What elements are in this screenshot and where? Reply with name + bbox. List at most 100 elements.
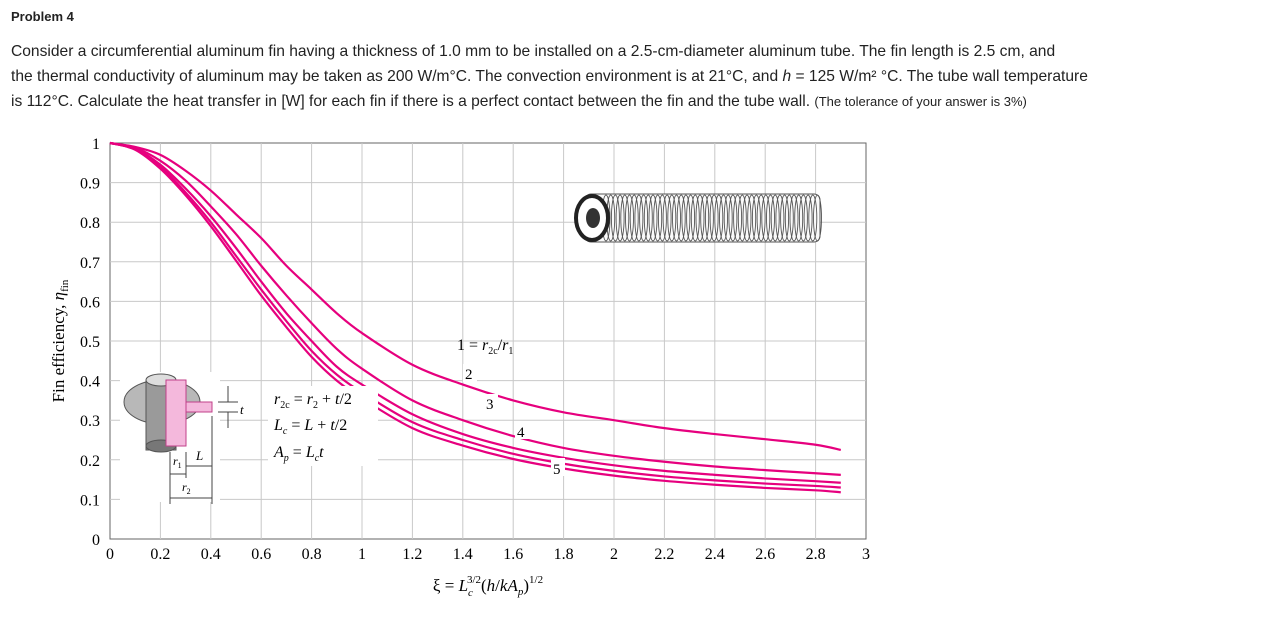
x-axis-h: h — [487, 576, 496, 595]
fin-ring — [676, 194, 686, 242]
x-tick-label: 1.2 — [402, 546, 422, 563]
curve-label-5-bg — [551, 458, 565, 476]
curve-label-5: 5 — [553, 462, 561, 478]
fin-ring — [723, 194, 733, 242]
x-tick-label: 2.2 — [654, 546, 674, 563]
formula-Lc-L2: L — [303, 417, 313, 434]
x-tick-label: 0 — [106, 546, 114, 563]
fin-ring — [672, 194, 681, 242]
formula-r2c-r: r — [274, 391, 281, 408]
fin-ring — [662, 194, 672, 242]
fin-ring — [780, 194, 790, 242]
problem-line-3: is 112°C. Calculate the heat transfer in… — [11, 93, 815, 110]
fin-ring — [751, 194, 761, 242]
formula-Ap-c: c — [315, 453, 320, 464]
grid — [110, 143, 866, 539]
curve-label-2: 2 — [465, 367, 473, 383]
curve-label-r2c: r — [482, 337, 489, 354]
fin-ring — [610, 194, 620, 242]
x-axis-32-sup: 3/2 — [467, 574, 481, 586]
formula-Lc-L: L — [273, 417, 283, 434]
formula-Ap: Ap = Lct — [273, 444, 324, 464]
fin-ring — [709, 194, 719, 242]
fin-ring — [813, 194, 822, 242]
fin-ring — [784, 194, 794, 242]
formula-Ap-A: A — [273, 444, 284, 461]
dim-label-t: t — [240, 402, 244, 417]
y-tick-label: 0.9 — [80, 176, 100, 193]
dim-label-r1: r1 — [173, 454, 182, 470]
problem-line-1: Consider a circumferential aluminum fin … — [11, 43, 1056, 60]
fin-ring — [634, 194, 644, 242]
x-axis-p-sub: p — [517, 586, 524, 598]
curve-series-1 — [109, 141, 842, 451]
curve-label-4: 4 — [517, 425, 525, 441]
fin-ring — [733, 194, 743, 242]
x-tick-label: 0.4 — [201, 546, 221, 563]
curve-label-1-sub: 1 — [508, 346, 513, 357]
x-tick-label: 3 — [862, 546, 870, 563]
fin-ring — [747, 194, 757, 242]
problem-h-symbol: h — [782, 68, 792, 85]
fin-ring — [643, 194, 653, 242]
x-axis-label: ξ = Lc3/2(h/kAp)1/2 — [433, 574, 543, 599]
y-tick-label: 0.1 — [80, 492, 100, 509]
fin-ring — [803, 194, 813, 242]
fin-ring — [794, 194, 804, 242]
x-axis-c-sub: c — [468, 587, 473, 599]
y-tick-label: 0.2 — [80, 453, 100, 470]
fin-ring — [620, 194, 630, 242]
formula-Lc-t: t — [330, 417, 335, 434]
formula-r2c-sub: 2c — [280, 400, 290, 411]
fin-ring — [667, 194, 677, 242]
curve-label-slash: / — [498, 337, 503, 354]
x-tick-label: 1.6 — [503, 546, 523, 563]
fin-ring — [714, 194, 724, 242]
fin-ring — [789, 194, 799, 242]
x-axis-slash: / — [495, 576, 500, 595]
problem-heading: Problem 4 — [11, 9, 74, 24]
curve-label-1-text: 1 = — [457, 337, 482, 354]
formula-Ap-L: L — [305, 444, 315, 461]
fin-ring — [625, 194, 634, 242]
fin-ring — [766, 194, 775, 242]
formula-Lc-half: /2 — [335, 417, 347, 434]
dim-label-L: L — [195, 448, 203, 463]
x-tick-label: 0.2 — [150, 546, 170, 563]
curve-series-2 — [109, 141, 841, 476]
x-tick-label: 0.8 — [302, 546, 322, 563]
problem-line-2a: the thermal conductivity of aluminum may… — [11, 68, 783, 85]
tolerance-note: (The tolerance of your answer is 3%) — [814, 94, 1027, 109]
formula-r2c-rest: + — [318, 391, 335, 408]
y-tick-label: 0.4 — [80, 374, 100, 391]
curve-label-2-bg — [463, 364, 477, 382]
fin-illustration: t r1 L r2 — [120, 372, 244, 504]
fin-ring — [648, 194, 658, 242]
x-tick-label: 2.6 — [755, 546, 775, 563]
formula-r2c-r2: r — [307, 391, 314, 408]
formula-Lc-eq: = — [287, 417, 304, 434]
fin-ring — [615, 194, 625, 242]
x-axis-paren-close: ) — [523, 576, 529, 595]
y-tick-label: 1 — [92, 136, 100, 153]
formula-r2c-2: 2 — [313, 400, 318, 411]
x-axis-Lc: L — [458, 576, 468, 595]
y-tick-label: 0.6 — [80, 294, 100, 311]
fin-rings — [601, 194, 822, 242]
fin-ring — [756, 194, 766, 242]
formula-r2c: r2c = r2 + t/2 — [274, 391, 352, 411]
formula-r2c-eq: = — [290, 391, 307, 408]
formula-Lc: Lc = L + t/2 — [273, 417, 347, 437]
formula-r2c-t: t — [335, 391, 340, 408]
fin-ring — [639, 194, 649, 242]
fin-ring — [653, 194, 663, 242]
tube-end-bore — [586, 208, 600, 228]
x-tick-label: 1 — [358, 546, 366, 563]
formula-Ap-eq: = — [289, 444, 306, 461]
fin-ring — [742, 194, 752, 242]
fin-ring — [719, 194, 728, 242]
dim-label-r2: r2 — [182, 480, 191, 496]
formula-Lc-plus: + — [313, 417, 330, 434]
formula-Lc-c: c — [283, 426, 288, 437]
problem-line-2b: = 125 W/m² °C. The tube wall temperature — [791, 68, 1088, 85]
